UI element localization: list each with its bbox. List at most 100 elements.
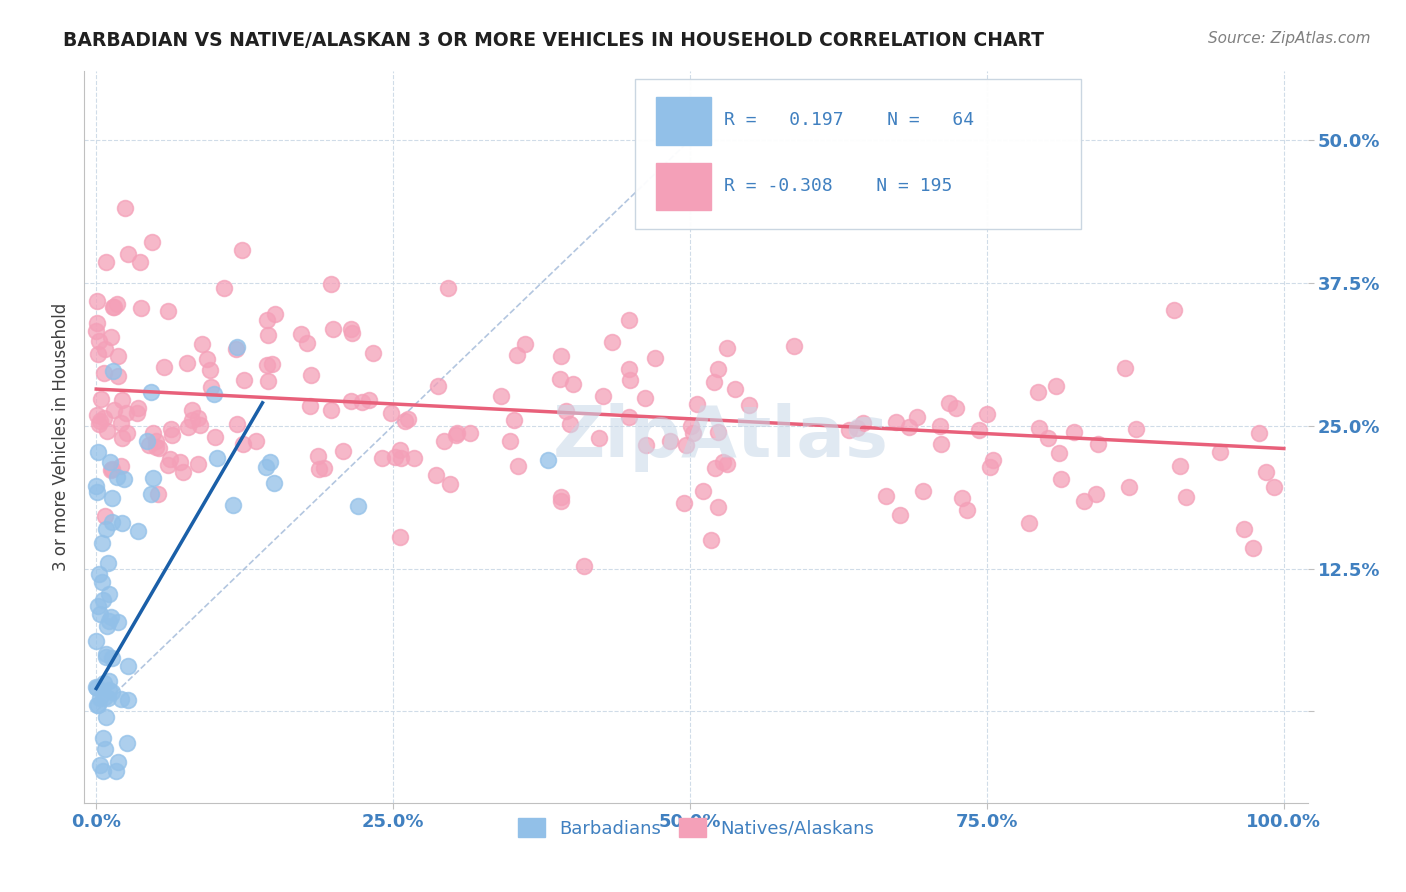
Point — [87, 567, 110, 582]
Point — [506, 458, 529, 473]
Point — [112, 472, 135, 486]
Point — [1118, 480, 1140, 494]
Point — [101, 300, 124, 314]
Point — [550, 494, 572, 508]
Point — [259, 455, 281, 469]
Point — [1063, 425, 1085, 440]
Point — [97, 586, 120, 600]
Point — [633, 392, 655, 406]
Point — [91, 592, 114, 607]
Point — [711, 455, 734, 469]
Point — [1125, 422, 1147, 436]
FancyBboxPatch shape — [636, 78, 1081, 228]
Point — [967, 423, 990, 437]
Point — [136, 434, 159, 449]
Point — [446, 425, 468, 440]
Point — [340, 322, 363, 336]
Point — [127, 524, 149, 538]
Point — [100, 685, 122, 699]
Point — [1087, 437, 1109, 451]
Text: Source: ZipAtlas.com: Source: ZipAtlas.com — [1208, 31, 1371, 46]
Point — [134, 814, 156, 829]
Point — [87, 599, 110, 613]
Point — [460, 425, 482, 440]
Point — [86, 293, 108, 308]
Point — [202, 386, 225, 401]
Point — [142, 471, 165, 485]
Point — [87, 698, 110, 712]
Point — [905, 410, 928, 425]
Point — [160, 428, 183, 442]
Point — [257, 328, 280, 343]
Point — [332, 443, 354, 458]
Point — [503, 413, 526, 427]
FancyBboxPatch shape — [655, 97, 710, 145]
Point — [107, 349, 129, 363]
Point — [1085, 487, 1108, 501]
Point — [319, 277, 342, 292]
Point — [105, 297, 128, 311]
Point — [187, 458, 209, 472]
Point — [295, 336, 318, 351]
Point — [389, 451, 412, 466]
Point — [110, 458, 132, 473]
Point — [103, 364, 125, 378]
Point — [100, 463, 122, 477]
Point — [197, 352, 219, 367]
Point — [101, 462, 124, 476]
Point — [90, 536, 112, 550]
Point — [232, 437, 254, 451]
Point — [127, 406, 149, 420]
Point — [111, 431, 134, 445]
Point — [1241, 541, 1264, 555]
Point — [619, 373, 641, 387]
Point — [679, 419, 702, 434]
Point — [889, 508, 911, 522]
Point — [97, 556, 120, 570]
Point — [321, 402, 343, 417]
Point — [1256, 466, 1278, 480]
Point — [1163, 303, 1185, 318]
Point — [396, 411, 419, 425]
Point — [506, 348, 529, 362]
FancyBboxPatch shape — [655, 163, 710, 211]
Point — [1049, 472, 1071, 486]
Point — [86, 485, 108, 500]
Point — [101, 650, 124, 665]
Point — [181, 413, 204, 427]
Point — [706, 362, 728, 376]
Point — [111, 393, 134, 408]
Point — [555, 404, 578, 418]
Point — [499, 434, 522, 448]
Point — [489, 389, 512, 403]
Point — [141, 425, 163, 440]
Point — [225, 340, 247, 354]
Point — [704, 461, 727, 475]
Point — [87, 444, 110, 458]
Point — [562, 376, 585, 391]
Point — [198, 363, 221, 377]
Point — [675, 437, 697, 451]
Point — [945, 401, 967, 416]
Point — [181, 403, 204, 417]
Point — [846, 421, 869, 435]
Point — [1209, 444, 1232, 458]
Point — [233, 373, 256, 387]
Point — [340, 394, 363, 409]
Point — [644, 351, 666, 365]
Point — [245, 434, 267, 448]
Point — [707, 500, 730, 514]
Point — [1249, 426, 1271, 441]
Point — [107, 615, 129, 629]
Point — [91, 764, 114, 778]
Point — [97, 690, 120, 705]
Point — [425, 468, 447, 483]
Point — [91, 731, 114, 746]
Point — [617, 361, 640, 376]
Point — [87, 417, 110, 431]
Point — [672, 496, 695, 510]
Point — [592, 389, 614, 403]
Point — [548, 372, 571, 386]
Point — [929, 419, 952, 434]
Point — [703, 375, 725, 389]
